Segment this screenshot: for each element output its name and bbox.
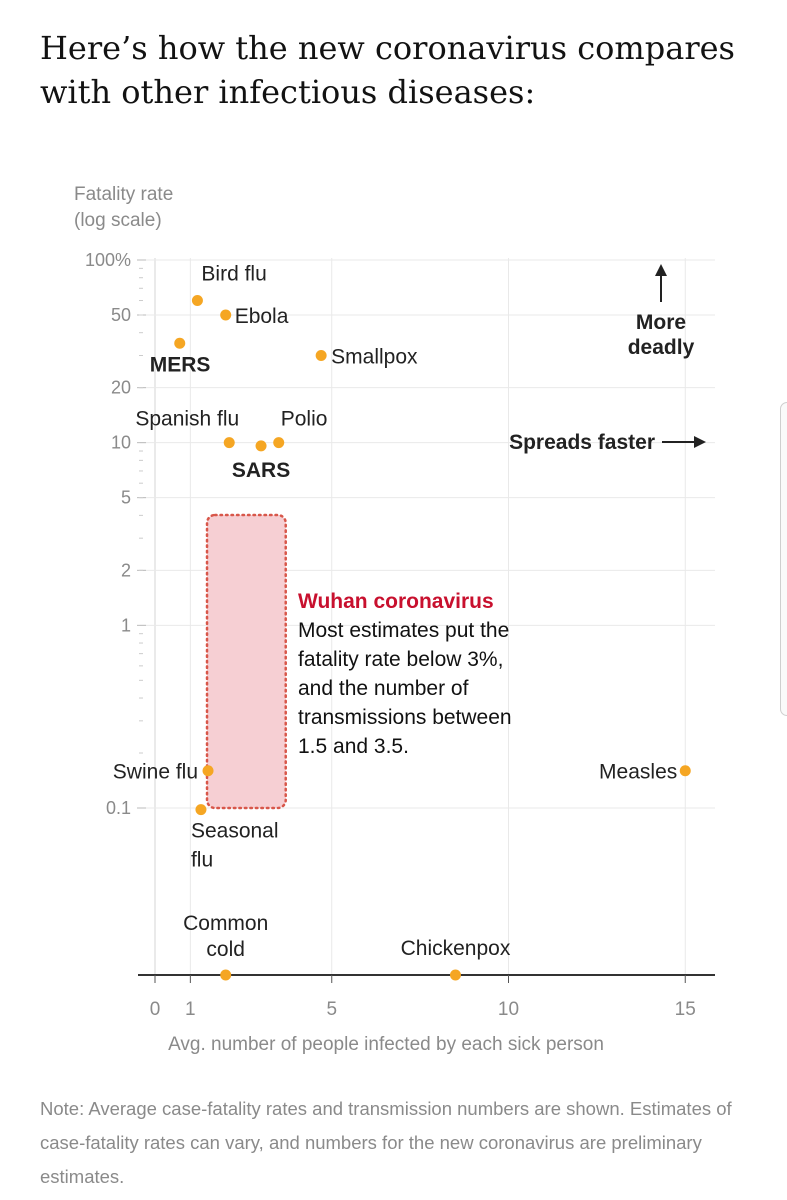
data-point [174, 337, 186, 349]
data-point [195, 804, 207, 816]
data-point [220, 969, 232, 981]
y-tick-label: 50 [111, 305, 131, 325]
data-label: MERS [150, 353, 211, 376]
wuhan-annotation-line: and the number of [298, 677, 469, 700]
y-tick-label: 20 [111, 378, 131, 398]
wuhan-highlight-region [205, 513, 287, 810]
data-label: cold [206, 938, 245, 961]
data-point [223, 437, 235, 449]
data-label: flu [191, 849, 213, 872]
x-tick-label: 10 [498, 999, 519, 1020]
data-point [255, 440, 267, 452]
data-label: Ebola [235, 305, 289, 328]
data-label: Spanish flu [135, 408, 239, 431]
data-label: Chickenpox [401, 937, 511, 960]
spreads-faster-label: Spreads faster [509, 431, 655, 454]
data-label: Smallpox [331, 346, 418, 369]
chart-note: Note: Average case-fatality rates and tr… [40, 1098, 732, 1187]
data-label: SARS [232, 459, 290, 482]
data-label: Measles [599, 761, 677, 784]
data-point [679, 765, 691, 777]
x-tick-label: 15 [675, 999, 696, 1020]
scrollbar-handle[interactable] [780, 402, 787, 716]
y-axis-title: Fatality rate [74, 184, 173, 205]
data-point [202, 765, 214, 777]
x-tick-label: 1 [185, 999, 196, 1020]
more-deadly-label: deadly [628, 336, 695, 359]
data-point [315, 350, 327, 362]
y-tick-label: 100% [85, 250, 131, 270]
x-axis-title: Avg. number of people infected by each s… [168, 1034, 604, 1055]
y-tick-label: 5 [121, 488, 131, 508]
x-tick-label: 0 [150, 999, 161, 1020]
data-label: Bird flu [201, 263, 266, 286]
page-title: Here’s how the new coronavirus compares … [40, 29, 735, 111]
data-label: Common [183, 912, 268, 935]
more-deadly-arrow-head [655, 264, 667, 276]
data-label: Seasonal [191, 820, 279, 843]
data-label: Polio [281, 408, 328, 431]
y-tick-label: 1 [121, 615, 131, 635]
data-point [273, 437, 285, 449]
y-tick-label: 2 [121, 560, 131, 580]
data-label: Swine flu [113, 761, 198, 784]
more-deadly-label: More [636, 311, 686, 334]
y-tick-label: 0.1 [106, 798, 131, 818]
wuhan-annotation-line: Most estimates put the [298, 619, 509, 642]
data-point [220, 309, 232, 321]
wuhan-annotation-line: 1.5 and 3.5. [298, 735, 409, 758]
wuhan-annotation-line: transmissions between [298, 706, 512, 729]
x-tick-label: 5 [326, 999, 337, 1020]
y-tick-label: 10 [111, 433, 131, 453]
data-point [449, 969, 461, 981]
y-axis-title-sub: (log scale) [74, 210, 162, 231]
wuhan-annotation-line: fatality rate below 3%, [298, 648, 503, 671]
wuhan-annotation-title: Wuhan coronavirus [298, 590, 494, 613]
data-point [191, 295, 203, 307]
spreads-faster-arrow-head [694, 436, 706, 448]
